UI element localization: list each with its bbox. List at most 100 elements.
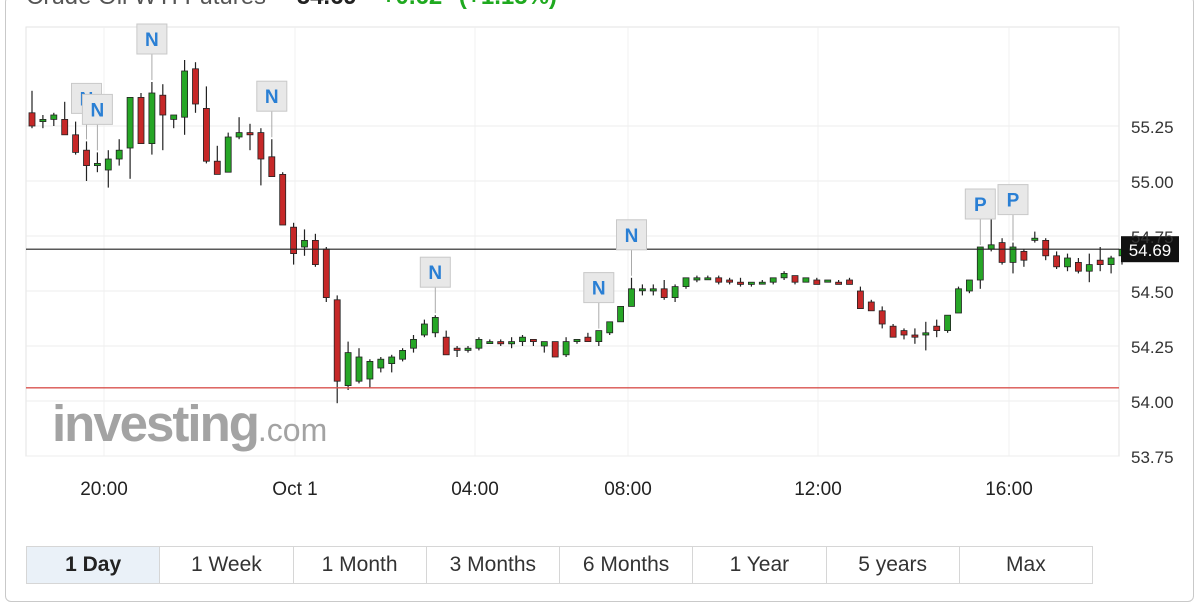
candle-body — [1075, 261, 1082, 272]
candle-body — [758, 281, 766, 285]
current-price-label-bg — [1121, 236, 1179, 263]
candle-body — [181, 70, 189, 118]
event-marker-label: N — [428, 263, 442, 284]
event-marker-n: N — [419, 256, 451, 314]
price-lines: 54.69 — [26, 236, 1179, 389]
candle-body — [202, 108, 210, 162]
last-price: 54.69 — [297, 0, 357, 10]
candle-body — [355, 356, 363, 382]
candle-body — [824, 279, 832, 283]
candle-body — [791, 275, 799, 283]
candle-body — [671, 286, 679, 299]
candle-body — [410, 338, 417, 349]
chart-frame — [5, 0, 1194, 602]
candle-body — [50, 114, 58, 120]
y-tick-label: 55.00 — [1131, 173, 1174, 192]
candle-body — [704, 277, 712, 281]
price-chart[interactable]: 54.69 NNNNNNNPP 55.2555.0054.7554.5054.2… — [0, 0, 1200, 540]
candle-body — [573, 338, 581, 342]
candle-body — [224, 136, 232, 173]
candle-body — [966, 279, 973, 292]
candle-body — [835, 281, 842, 285]
candle-body — [311, 239, 319, 265]
candle-body — [137, 97, 145, 145]
candle-body — [519, 336, 526, 343]
candle-body — [748, 281, 755, 285]
y-tick-label: 54.75 — [1131, 228, 1174, 247]
candle-body — [628, 288, 635, 307]
candle-body — [900, 330, 908, 336]
event-marker-p: P — [997, 184, 1029, 241]
candle-body — [584, 336, 592, 343]
x-tick-label: Oct 1 — [272, 479, 317, 500]
candle-body — [322, 248, 330, 298]
candle-body — [780, 272, 788, 279]
event-marker-box — [997, 184, 1029, 216]
tab-1-day[interactable]: 1 Day — [27, 547, 161, 583]
candle-body — [1085, 264, 1093, 272]
logo-domain: .com — [257, 412, 328, 448]
tab-1-year[interactable]: 1 Year — [693, 547, 827, 583]
tab-3-months[interactable]: 3 Months — [427, 547, 560, 583]
event-marker-n: N — [256, 80, 288, 138]
candle-body — [1031, 237, 1039, 241]
current-price-label: 54.69 — [1129, 241, 1172, 260]
candle-body — [933, 325, 941, 332]
event-marker-label: P — [974, 195, 987, 216]
tab-max[interactable]: Max — [1006, 553, 1046, 576]
candle-body — [279, 173, 287, 226]
candle-body — [192, 68, 199, 105]
x-tick-label: 04:00 — [451, 479, 499, 500]
candle-body — [290, 226, 298, 254]
event-marker-box — [964, 188, 996, 220]
candle-body — [682, 277, 690, 287]
candle-body — [388, 356, 396, 364]
candle-body — [1064, 257, 1071, 268]
candle-body — [649, 288, 657, 292]
candle-body — [268, 156, 276, 178]
candle-body — [126, 97, 134, 149]
candle-body — [769, 277, 777, 283]
candle-body — [530, 338, 537, 342]
candle-body — [72, 134, 79, 153]
event-marker-box — [136, 23, 168, 55]
event-marker-label: N — [91, 100, 105, 121]
candle-body — [94, 162, 101, 166]
candle-body — [867, 301, 875, 312]
tab-5-years[interactable]: 5 years — [827, 547, 960, 583]
candle-body — [889, 325, 897, 338]
candle-body — [660, 288, 668, 298]
candle-body — [39, 119, 47, 123]
candle-body — [693, 277, 701, 281]
tab-1-month[interactable]: 1 Month — [294, 547, 427, 583]
event-marker-n: N — [136, 23, 168, 80]
candle-body — [955, 288, 962, 314]
candle-body — [170, 114, 178, 120]
candle-body — [878, 310, 886, 325]
candle-body — [922, 332, 930, 336]
candle-body — [115, 149, 123, 160]
event-marker-box — [256, 80, 288, 112]
event-marker-label: N — [145, 30, 159, 51]
candle-body — [551, 341, 559, 358]
candle-body — [595, 330, 603, 343]
x-tick-label: 16:00 — [985, 479, 1033, 500]
candle-body — [213, 160, 221, 175]
y-tick-label: 55.25 — [1131, 118, 1174, 137]
y-tick-label: 53.75 — [1131, 448, 1174, 467]
candle-body — [813, 279, 821, 285]
event-marker-box — [419, 256, 451, 288]
candle-body — [1107, 257, 1115, 265]
candle-body — [715, 277, 723, 283]
candle-body — [159, 94, 167, 116]
candle-body — [377, 358, 385, 369]
candle-body — [61, 119, 69, 136]
tab-1-week[interactable]: 1 Week — [160, 547, 294, 583]
event-markers: NNNNNNNPP — [71, 23, 1029, 329]
candle-body — [431, 316, 439, 334]
investing-logo: investing.com — [52, 394, 327, 453]
candle-body — [857, 290, 864, 310]
event-marker-box — [616, 219, 647, 251]
candle-body — [83, 149, 90, 166]
tab-6-months[interactable]: 6 Months — [560, 547, 694, 583]
